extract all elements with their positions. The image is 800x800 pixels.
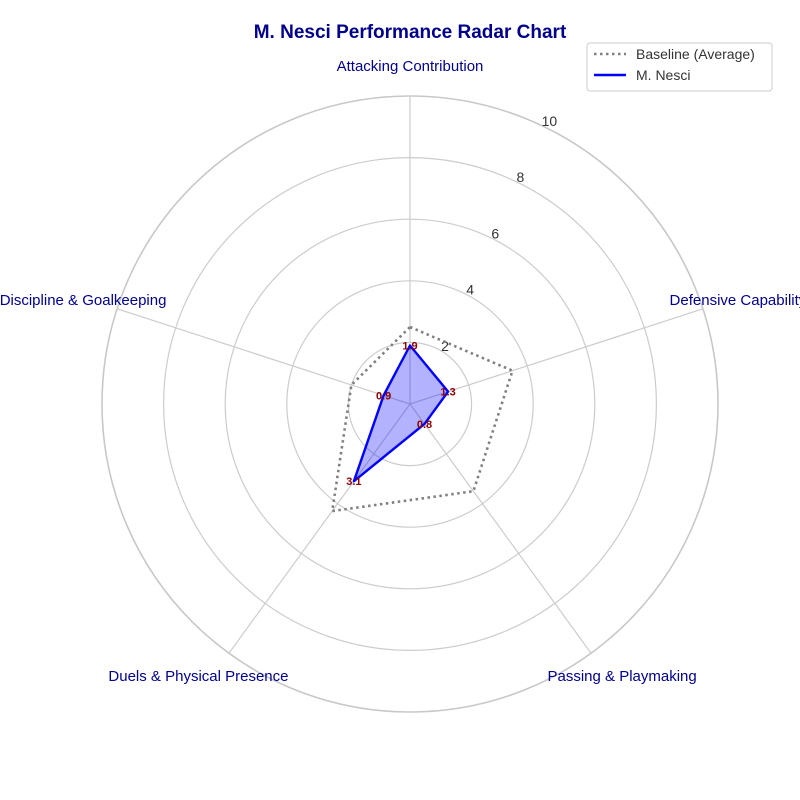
series-layer	[330, 325, 514, 513]
chart-title: M. Nesci Performance Radar Chart	[254, 22, 567, 43]
value-label-passing-playmaking: 0.8	[417, 419, 432, 431]
r-tick-label-8: 8	[516, 169, 524, 185]
axis-label-defensive-capability: Defensive Capability	[670, 292, 800, 309]
spoke-passing-playmaking	[409, 403, 592, 654]
legend: Baseline (Average) M. Nesci	[586, 42, 773, 92]
axis-label-duels-physical-presence: Duels & Physical Presence	[108, 668, 288, 685]
value-label-duels-physical-presence: 3.1	[346, 476, 361, 488]
axis-label-attacking-contribution: Attacking Contribution	[337, 58, 484, 75]
legend-label-baseline: Baseline (Average)	[636, 46, 755, 62]
value-label-attacking-contribution: 1.9	[402, 340, 417, 352]
axis-label-discipline-goalkeeping: Discipline & Goalkeeping	[0, 292, 166, 309]
r-tick-label-4: 4	[466, 282, 474, 298]
spoke-defensive-capability	[409, 308, 704, 405]
r-tick-label-10: 10	[542, 113, 558, 129]
spoke-duels-physical-presence	[228, 403, 411, 654]
r-tick-label-6: 6	[491, 225, 499, 241]
value-label-discipline-goalkeeping: 0.9	[376, 390, 391, 402]
axis-label-passing-playmaking: Passing & Playmaking	[547, 668, 696, 685]
series-baseline-average	[330, 325, 514, 513]
r-tick-label-2: 2	[441, 338, 449, 354]
legend-label-nesci: M. Nesci	[636, 67, 690, 83]
grid: 2 4 6 8 10	[101, 95, 719, 713]
value-label-defensive-capability: 1.3	[440, 387, 455, 399]
legend-box	[586, 42, 773, 92]
spoke-discipline-goalkeeping	[116, 308, 411, 405]
series-m-nesci	[352, 344, 450, 483]
label-layer: 1.9 1.3 0.8 3.1 0.9 Attacking Contribution Def…	[0, 58, 800, 685]
